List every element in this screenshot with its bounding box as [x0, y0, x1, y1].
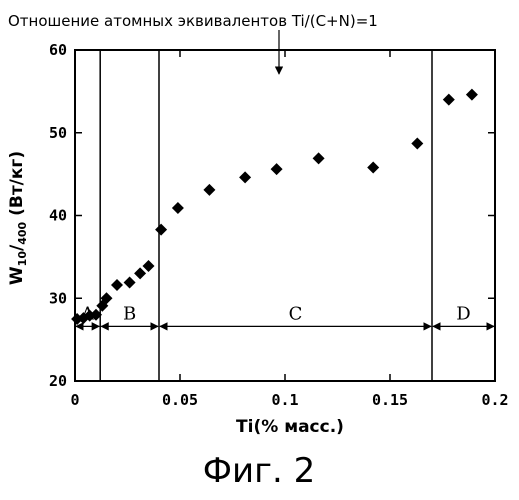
x-tick-label: 0.15 — [372, 391, 408, 409]
y-tick-label: 30 — [49, 289, 67, 307]
x-tick-label: 0.2 — [481, 391, 508, 409]
y-axis-ticks: 20 30 40 50 60 — [49, 41, 495, 390]
y-label-unit: (Вт/кг) — [7, 151, 27, 222]
y-label-sub1: 10 — [16, 251, 29, 267]
data-point — [203, 184, 215, 196]
y-tick-label: 20 — [49, 372, 67, 390]
region-boundaries — [100, 50, 432, 381]
y-label-main: W — [7, 266, 27, 285]
region-label-b: B — [123, 303, 136, 324]
data-point — [239, 171, 251, 183]
data-point — [271, 163, 283, 175]
x-axis-ticks: 0 0.05 0.1 0.15 0.2 — [70, 50, 508, 409]
y-tick-label: 50 — [49, 124, 67, 142]
region-label-d: D — [456, 303, 470, 324]
region-labels: ABCD — [80, 303, 471, 324]
data-points — [71, 89, 478, 325]
y-tick-label: 60 — [49, 41, 67, 59]
y-label-sub2: 400 — [16, 221, 29, 244]
y-tick-label: 40 — [49, 207, 67, 225]
data-point — [466, 89, 478, 101]
data-point — [155, 224, 167, 236]
data-point — [172, 202, 184, 214]
annotation-text: Отношение атомных эквивалентов Ti/(C+N)=… — [8, 12, 378, 30]
y-axis-label: W10/400 (Вт/кг) — [7, 151, 29, 285]
x-tick-label: 0.05 — [162, 391, 198, 409]
data-point — [143, 260, 155, 272]
data-point — [443, 94, 455, 106]
data-point — [367, 162, 379, 174]
region-label-c: C — [289, 303, 303, 324]
data-point — [124, 277, 136, 289]
data-point — [313, 152, 325, 164]
figure-caption: Фиг. 2 — [203, 451, 315, 491]
data-point — [111, 279, 123, 291]
x-tick-label: 0.1 — [271, 391, 298, 409]
data-point — [134, 267, 146, 279]
x-axis-label: Ti(% масс.) — [236, 417, 344, 437]
x-tick-label: 0 — [70, 391, 79, 409]
data-point — [411, 138, 423, 150]
